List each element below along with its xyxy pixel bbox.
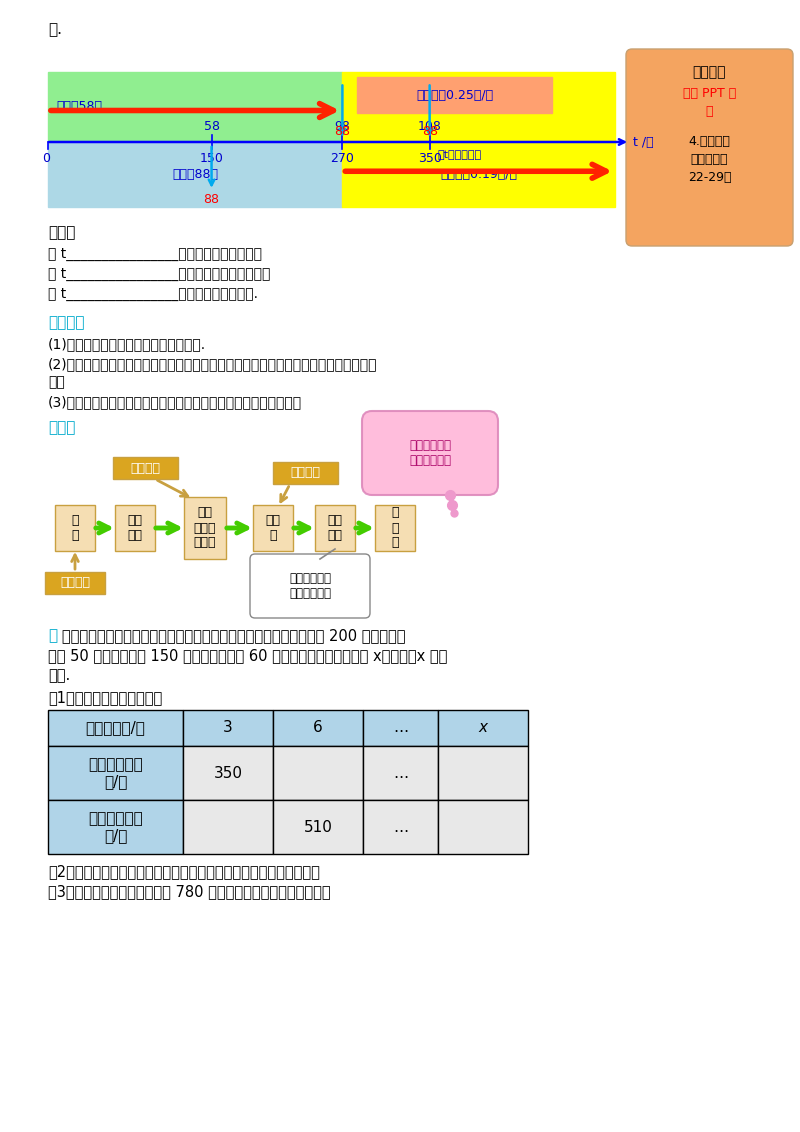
Text: 用未
知数表
示费用: 用未 知数表 示费用 — [194, 506, 216, 549]
Text: 6: 6 — [313, 720, 323, 736]
Bar — [273, 746, 363, 800]
Bar — [45, 572, 105, 594]
Text: 费用
相同: 费用 相同 — [327, 514, 342, 542]
Text: (3)电话计费问题的解决过程中运用一元一次方程解决了什么问题？: (3)电话计费问题的解决过程中运用一元一次方程解决了什么问题？ — [48, 395, 302, 409]
Bar — [363, 746, 438, 800]
Text: 98: 98 — [334, 120, 350, 132]
Text: (1)回顾问题的解决过程，谈谈你的收获.: (1)回顾问题的解决过程，谈谈你的收获. — [48, 337, 206, 351]
Text: 结论：: 结论： — [48, 225, 75, 240]
Bar — [183, 800, 273, 854]
FancyBboxPatch shape — [315, 505, 355, 551]
Text: 4.当堂检测: 4.当堂检测 — [689, 135, 730, 148]
Bar — [438, 746, 528, 800]
Text: 加超时费0.19元/分: 加超时费0.19元/分 — [440, 168, 518, 181]
Text: 当 t________________时，两种方式费用相同；: 当 t________________时，两种方式费用相同； — [48, 267, 270, 281]
Text: （见幻灯片: （见幻灯片 — [690, 153, 728, 166]
Text: 小明和小强为了买同一种火车模型，决定从春节开始攒钱，小明原有 200 元，以后每: 小明和小强为了买同一种火车模型，决定从春节开始攒钱，小明原有 200 元，以后每 — [48, 628, 406, 643]
Bar — [183, 710, 273, 746]
Text: （t是正整数）: （t是正整数） — [438, 151, 482, 160]
Bar — [48, 746, 183, 800]
Text: 例: 例 — [48, 628, 57, 643]
Text: （2）在几个月后小明与小强攒钱的总数相同？此时他们各有多少钱？: （2）在几个月后小明与小强攒钱的总数相同？此时他们各有多少钱？ — [48, 864, 320, 880]
Text: 88: 88 — [422, 125, 438, 138]
Text: …: … — [393, 820, 408, 834]
Text: 设未
知数: 设未 知数 — [127, 514, 142, 542]
Bar — [363, 800, 438, 854]
Text: 如何比较两个
代数式的大小: 如何比较两个 代数式的大小 — [289, 572, 331, 600]
Text: 列方
程: 列方 程 — [266, 514, 281, 542]
Text: （1）根据题意，填写下表：: （1）根据题意，填写下表： — [48, 691, 162, 705]
Text: （3）若这种火车模型的价格为 780 元，他们谁能够先买到该模型？: （3）若这种火车模型的价格为 780 元，他们谁能够先买到该模型？ — [48, 884, 330, 899]
Bar — [363, 710, 438, 746]
FancyBboxPatch shape — [362, 411, 498, 495]
Text: 108: 108 — [418, 120, 442, 132]
Text: 审
题: 审 题 — [71, 514, 78, 542]
Text: 基本费58元: 基本费58元 — [56, 101, 102, 113]
Text: 350: 350 — [214, 765, 242, 780]
FancyBboxPatch shape — [115, 505, 155, 551]
Text: 小明攒钱的总
数/元: 小明攒钱的总 数/元 — [88, 757, 143, 789]
Text: 更
优
惠: 更 优 惠 — [391, 506, 398, 549]
Text: …: … — [393, 765, 408, 780]
FancyBboxPatch shape — [184, 497, 226, 559]
Text: 当 t________________时，选择方式二省钱.: 当 t________________时，选择方式二省钱. — [48, 288, 258, 301]
FancyBboxPatch shape — [55, 505, 95, 551]
Text: 分类讨论: 分类讨论 — [290, 466, 320, 480]
Text: 列表分析: 列表分析 — [130, 462, 160, 474]
Text: 归纳：: 归纳： — [48, 420, 75, 435]
Text: 350: 350 — [418, 152, 442, 165]
FancyBboxPatch shape — [375, 505, 415, 551]
Text: 教学备注: 教学备注 — [693, 65, 726, 79]
Text: 要找不等关系
先找等量关系: 要找不等关系 先找等量关系 — [409, 439, 451, 468]
Bar — [48, 142, 342, 207]
Text: 150: 150 — [200, 152, 223, 165]
Text: 当 t________________时，选择方式一省钱；: 当 t________________时，选择方式一省钱； — [48, 247, 262, 261]
Text: 点？: 点？ — [48, 375, 65, 389]
Text: …: … — [393, 720, 408, 736]
Bar — [273, 462, 338, 484]
Bar — [48, 72, 342, 142]
Text: 加超时费0.25元/分: 加超时费0.25元/分 — [416, 88, 494, 102]
Text: 基本费88元: 基本费88元 — [172, 168, 218, 181]
FancyBboxPatch shape — [626, 49, 793, 246]
FancyBboxPatch shape — [253, 505, 293, 551]
Bar — [273, 710, 363, 746]
Bar — [438, 800, 528, 854]
Text: t /分: t /分 — [633, 136, 654, 148]
Text: 数）.: 数）. — [48, 668, 70, 683]
Text: 法.: 法. — [48, 22, 62, 37]
Text: 攒钱的月数/个: 攒钱的月数/个 — [86, 720, 146, 736]
Text: 22-29）: 22-29） — [688, 171, 731, 185]
Text: 0: 0 — [42, 152, 50, 165]
Bar — [113, 457, 178, 479]
Text: (2)解决本题的过程中你觉得最难突破的步骤是哪些？本题中运用了哪些方法突破这些难: (2)解决本题的过程中你觉得最难突破的步骤是哪些？本题中运用了哪些方法突破这些难 — [48, 357, 378, 371]
Text: 小强攒钱的总
数/元: 小强攒钱的总 数/元 — [88, 811, 143, 843]
Bar — [342, 142, 615, 207]
Bar — [48, 800, 183, 854]
Bar — [183, 746, 273, 800]
Text: x: x — [478, 720, 487, 736]
Text: 88: 88 — [334, 125, 350, 138]
Text: 510: 510 — [303, 820, 333, 834]
Bar — [358, 77, 553, 113]
Text: 借助数轴: 借助数轴 — [60, 576, 90, 590]
Text: 授: 授 — [706, 105, 714, 118]
Text: 88: 88 — [203, 192, 219, 206]
Text: 配套 PPT 讲: 配套 PPT 讲 — [683, 87, 736, 100]
Bar — [48, 710, 183, 746]
FancyBboxPatch shape — [250, 554, 370, 618]
Bar — [273, 800, 363, 854]
Text: 270: 270 — [330, 152, 354, 165]
Text: 3: 3 — [223, 720, 233, 736]
Text: 58: 58 — [203, 120, 219, 132]
Bar — [342, 72, 615, 142]
Bar — [438, 710, 528, 746]
Text: 想一想：: 想一想： — [48, 315, 85, 331]
Text: 月存 50 元；小强原有 150 元，以后每月存 60 元．设两人攒钱的月数为 x（个）（x 为整: 月存 50 元；小强原有 150 元，以后每月存 60 元．设两人攒钱的月数为 … — [48, 648, 447, 663]
